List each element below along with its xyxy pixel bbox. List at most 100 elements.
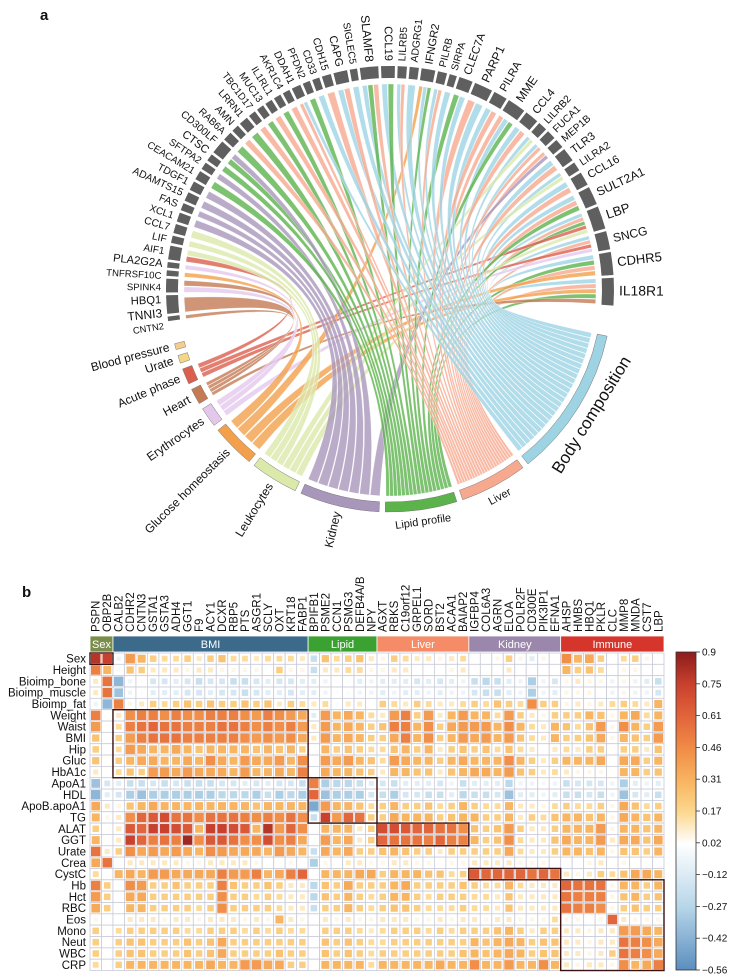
- heatmap-cell: [656, 860, 661, 865]
- heatmap-cell: [609, 939, 615, 945]
- heatmap-cell: [138, 949, 146, 958]
- heatmap-cell: [402, 791, 409, 798]
- heatmap-cell: [529, 917, 535, 922]
- heatmap-cell: [241, 882, 249, 889]
- row-label: Mono: [57, 926, 86, 938]
- heatmap-cell: [300, 860, 305, 865]
- column-label: LBP: [653, 610, 665, 632]
- heatmap-cell: [527, 869, 537, 879]
- heatmap-cell: [562, 835, 571, 845]
- heatmap-cell: [541, 792, 546, 797]
- heatmap-cell: [368, 712, 375, 719]
- heatmap-cell: [379, 734, 386, 742]
- heatmap-cell: [438, 668, 443, 672]
- heatmap-cell: [413, 768, 421, 776]
- heatmap-cell: [621, 916, 627, 922]
- heatmap-cell: [586, 791, 593, 798]
- protein-segment: [554, 149, 573, 168]
- heatmap-cell: [266, 668, 270, 672]
- heatmap-cell: [161, 780, 168, 787]
- chord-ribbon-pla2g2a-leuko: [186, 249, 315, 458]
- heatmap-cell: [459, 870, 467, 878]
- heatmap-cell: [263, 721, 273, 732]
- heatmap-cell: [643, 893, 651, 901]
- heatmap-cell: [460, 655, 466, 662]
- heatmap-cell: [553, 668, 557, 672]
- heatmap-cell: [335, 702, 339, 706]
- protein-segment: [601, 277, 614, 306]
- heatmap-cell: [218, 700, 226, 708]
- protein-segment: [470, 82, 493, 102]
- heatmap-cell: [114, 688, 124, 698]
- column-label: AGXT: [378, 601, 390, 632]
- heatmap-cell: [252, 802, 261, 810]
- heatmap-cell: [390, 768, 399, 777]
- protein-segment: [519, 112, 538, 131]
- heatmap-cell: [495, 916, 501, 922]
- column-label: RBKS: [389, 600, 401, 632]
- heatmap-cell: [160, 847, 169, 856]
- heatmap-cell: [436, 814, 444, 821]
- heatmap-cell: [504, 847, 514, 856]
- protein-segment: [455, 77, 473, 93]
- heatmap-cell: [205, 721, 216, 732]
- heatmap-cell: [355, 790, 364, 799]
- column-label: SCLY: [263, 602, 275, 632]
- heatmap-cell: [529, 746, 535, 752]
- heatmap-cell: [380, 667, 385, 673]
- heatmap-cell: [356, 655, 364, 663]
- heatmap-cell: [139, 679, 144, 684]
- heatmap-cell: [644, 781, 649, 786]
- heatmap-cell: [495, 656, 500, 661]
- heatmap-cell: [228, 835, 239, 845]
- heatmap-cell: [344, 745, 352, 754]
- heatmap-cell: [231, 667, 236, 673]
- heatmap-cell: [437, 701, 443, 707]
- heatmap-cell: [356, 802, 364, 810]
- correlation-heatmap: PSPN OBP2B CALB2 CDHR2 CNTN3 GSTA1 GSTA3 ADH4 GG…: [8, 576, 665, 972]
- heatmap-cell: [644, 690, 649, 695]
- chord-ribbon-capg-liver: [343, 87, 476, 479]
- heatmap-cell: [527, 960, 536, 969]
- heatmap-cell: [125, 744, 135, 755]
- heatmap-cell: [264, 881, 272, 890]
- heatmap-cell: [218, 745, 227, 754]
- heatmap-cell: [610, 962, 615, 967]
- heatmap-cell: [230, 655, 237, 662]
- heatmap-cell: [621, 679, 626, 684]
- heatmap-cell: [389, 710, 399, 721]
- heatmap-cell: [425, 927, 432, 934]
- heatmap-cell: [642, 869, 652, 879]
- heatmap-cell: [655, 780, 661, 786]
- heatmap-cell: [277, 860, 282, 865]
- heatmap-cell: [344, 949, 352, 958]
- heatmap-cell: [148, 812, 158, 823]
- heatmap-cell: [472, 780, 478, 786]
- heatmap-cell: [357, 860, 363, 866]
- heatmap-cell: [538, 869, 549, 879]
- heatmap-cell: [573, 756, 582, 765]
- heatmap-cell: [619, 960, 629, 970]
- colorbar-tick-label: −0.42: [702, 934, 728, 945]
- heatmap-cell: [346, 690, 351, 695]
- protein-segment: [176, 212, 192, 226]
- heatmap-cell: [459, 893, 467, 901]
- heatmap-cell: [183, 960, 192, 969]
- heatmap-cell: [379, 802, 386, 810]
- column-label: OBP2B: [102, 593, 114, 632]
- heatmap-cell: [598, 679, 603, 684]
- heatmap-cell: [379, 757, 386, 764]
- heatmap-cell: [92, 825, 99, 833]
- heatmap-cell: [116, 837, 122, 843]
- heatmap-cell: [643, 803, 650, 809]
- chord-ribbon-ddah1-body: [303, 101, 523, 452]
- heatmap-cell: [171, 733, 181, 743]
- heatmap-cell: [437, 678, 444, 685]
- heatmap-cell: [116, 668, 121, 672]
- heatmap-cell: [196, 689, 202, 696]
- chord-ribbon-pfdn2-lipid: [309, 97, 418, 495]
- heatmap-cell: [150, 780, 157, 787]
- heatmap-cell: [207, 927, 214, 935]
- heatmap-cell: [206, 790, 215, 799]
- column-label: GSTA1: [148, 595, 160, 632]
